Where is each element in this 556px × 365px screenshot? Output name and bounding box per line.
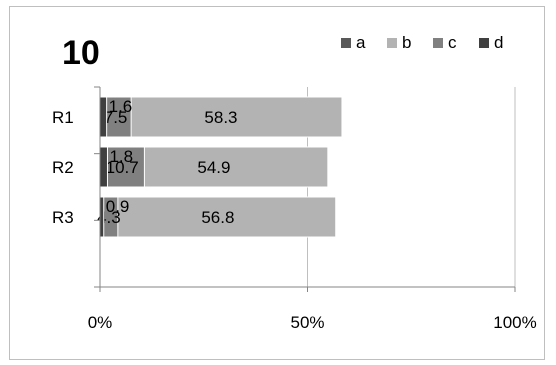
bar-R1-d — [99, 96, 108, 138]
data-label-R2-b: 54.9 — [197, 158, 230, 177]
data-label-R1-d: 1.6 — [109, 97, 133, 116]
legend-swatch-d — [479, 38, 489, 48]
legend-swatch-b — [387, 38, 397, 48]
bars: 31.158.37.51.632.654.910.71.837.656.84.3… — [97, 96, 343, 238]
chart-title: 10 — [62, 34, 100, 72]
legend-label-b: b — [402, 33, 411, 52]
bar-R1-b — [99, 96, 343, 138]
legend-label-a: a — [356, 33, 366, 52]
data-label-R1-c: 7.5 — [104, 108, 128, 127]
y-tick-label-R1: R1 — [52, 108, 74, 127]
legend-label-d: d — [494, 33, 503, 52]
axes: R1 R2 R3 0% 50% 100% — [52, 86, 537, 332]
y-tick-label-R3: R3 — [52, 208, 74, 227]
legend-label-c: c — [448, 33, 457, 52]
data-label-R3-b: 56.8 — [201, 208, 234, 227]
data-label-R2-d: 1.8 — [109, 147, 133, 166]
data-label-R3-d: 0.9 — [106, 197, 130, 216]
legend: a b c d — [341, 33, 503, 52]
legend-swatch-a — [341, 38, 351, 48]
data-label-R2-c: 10.7 — [106, 158, 139, 177]
x-tick-label-2: 100% — [493, 313, 536, 332]
bar-R3-b — [99, 196, 337, 238]
bar-R2-d — [99, 146, 108, 188]
x-tick-label-0: 0% — [88, 313, 113, 332]
x-tick-label-1: 50% — [290, 313, 324, 332]
y-tick-label-R2: R2 — [52, 158, 74, 177]
legend-swatch-c — [433, 38, 443, 48]
data-label-R1-b: 58.3 — [204, 108, 237, 127]
bar-R3-d — [99, 196, 105, 238]
